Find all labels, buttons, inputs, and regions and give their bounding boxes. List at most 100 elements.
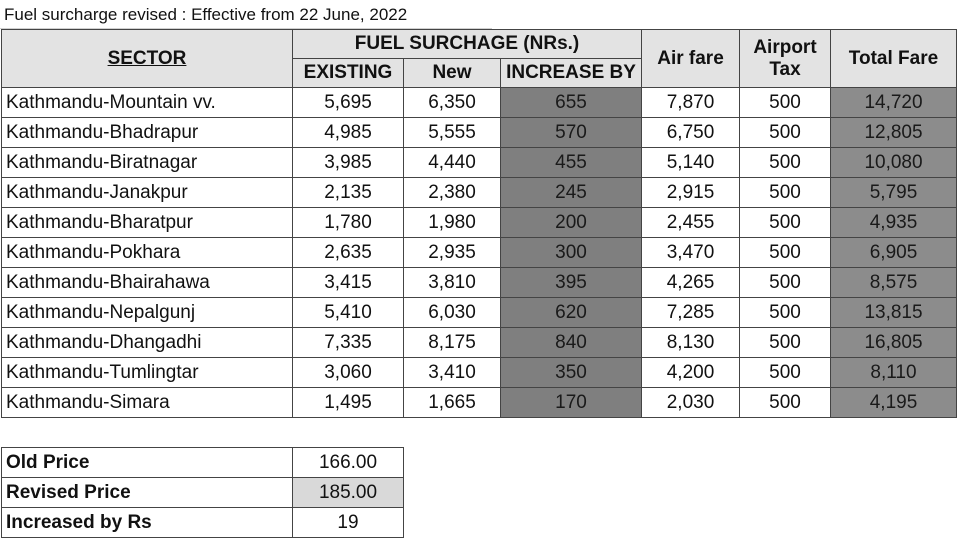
table-row: Kathmandu-Biratnagar 3,985 4,440 455 5,140 50… — [1, 147, 957, 178]
cell-new: 8,175 — [403, 327, 501, 358]
table-row: Kathmandu-Bhadrapur 4,985 5,555 570 6,750 500… — [1, 117, 957, 148]
cell-new: 1,665 — [403, 387, 501, 418]
cell-airport-tax: 500 — [739, 357, 831, 388]
cell-increase: 200 — [500, 207, 642, 238]
summary-value: 19 — [292, 507, 404, 538]
cell-existing: 7,335 — [292, 327, 404, 358]
cell-new: 4,440 — [403, 147, 501, 178]
cell-sector: Kathmandu-Mountain vv. — [1, 87, 293, 118]
cell-airport-tax: 500 — [739, 147, 831, 178]
header-airport-tax: Airport Tax — [739, 29, 831, 88]
cell-sector: Kathmandu-Bhadrapur — [1, 117, 293, 148]
cell-sector: Kathmandu-Dhangadhi — [1, 327, 293, 358]
cell-air-fare: 2,030 — [641, 387, 740, 418]
cell-airport-tax: 500 — [739, 297, 831, 328]
cell-air-fare: 5,140 — [641, 147, 740, 178]
header-sector: SECTOR — [1, 29, 293, 88]
cell-air-fare: 4,265 — [641, 267, 740, 298]
summary-value: 185.00 — [292, 477, 404, 508]
summary-row: Old Price 166.00 — [1, 447, 404, 478]
cell-total-fare: 10,080 — [830, 147, 957, 178]
cell-sector: Kathmandu-Pokhara — [1, 237, 293, 268]
summary-row: Revised Price 185.00 — [1, 477, 404, 508]
cell-increase: 620 — [500, 297, 642, 328]
cell-existing: 1,495 — [292, 387, 404, 418]
table-row: Kathmandu-Pokhara 2,635 2,935 300 3,470 500 6,… — [1, 237, 957, 268]
cell-new: 6,030 — [403, 297, 501, 328]
cell-airport-tax: 500 — [739, 177, 831, 208]
summary-label: Increased by Rs — [1, 507, 293, 538]
header-air-fare: Air fare — [641, 29, 740, 88]
cell-total-fare: 8,110 — [830, 357, 957, 388]
cell-increase: 840 — [500, 327, 642, 358]
cell-increase: 350 — [500, 357, 642, 388]
cell-increase: 570 — [500, 117, 642, 148]
cell-total-fare: 12,805 — [830, 117, 957, 148]
cell-increase: 170 — [500, 387, 642, 418]
cell-air-fare: 7,870 — [641, 87, 740, 118]
cell-new: 1,980 — [403, 207, 501, 238]
table-row: Kathmandu-Mountain vv. 5,695 6,350 655 7,870… — [1, 87, 957, 118]
table-row: Kathmandu-Dhangadhi 7,335 8,175 840 8,130 500… — [1, 327, 957, 358]
cell-increase: 395 — [500, 267, 642, 298]
cell-airport-tax: 500 — [739, 387, 831, 418]
fare-table-body: Kathmandu-Mountain vv. 5,695 6,350 655 7,870… — [1, 87, 957, 418]
cell-existing: 2,135 — [292, 177, 404, 208]
table-row: Kathmandu-Simara 1,495 1,665 170 2,030 500 4,1… — [1, 387, 957, 418]
header-airport-tax-line1: Airport — [753, 36, 817, 58]
cell-existing: 2,635 — [292, 237, 404, 268]
table-row: Kathmandu-Bharatpur 1,780 1,980 200 2,455 500… — [1, 207, 957, 238]
cell-total-fare: 4,195 — [830, 387, 957, 418]
cell-existing: 1,780 — [292, 207, 404, 238]
price-summary-table: Old Price 166.00 Revised Price 185.00 Increa… — [1, 447, 404, 538]
header-total-fare: Total Fare — [830, 29, 957, 88]
fare-table: SECTOR FUEL SURCHAGE (NRs.) Air fare Air… — [1, 29, 957, 418]
cell-total-fare: 16,805 — [830, 327, 957, 358]
cell-total-fare: 6,905 — [830, 237, 957, 268]
cell-new: 5,555 — [403, 117, 501, 148]
cell-new: 2,935 — [403, 237, 501, 268]
cell-total-fare: 8,575 — [830, 267, 957, 298]
summary-label: Old Price — [1, 447, 293, 478]
price-summary-body: Old Price 166.00 Revised Price 185.00 Increa… — [1, 447, 404, 538]
cell-sector: Kathmandu-Janakpur — [1, 177, 293, 208]
cell-airport-tax: 500 — [739, 207, 831, 238]
header-airport-tax-line2: Tax — [769, 58, 801, 80]
sheet-caption: Fuel surcharge revised : Effective from … — [4, 5, 408, 24]
table-row: Kathmandu-Nepalgunj 5,410 6,030 620 7,285 500… — [1, 297, 957, 328]
cell-airport-tax: 500 — [739, 117, 831, 148]
cell-increase: 300 — [500, 237, 642, 268]
cell-air-fare: 8,130 — [641, 327, 740, 358]
cell-existing: 3,060 — [292, 357, 404, 388]
cell-air-fare: 2,915 — [641, 177, 740, 208]
cell-air-fare: 7,285 — [641, 297, 740, 328]
cell-sector: Kathmandu-Biratnagar — [1, 147, 293, 178]
cell-air-fare: 4,200 — [641, 357, 740, 388]
cell-increase: 245 — [500, 177, 642, 208]
cell-sector: Kathmandu-Simara — [1, 387, 293, 418]
table-row: Kathmandu-Tumlingtar 3,060 3,410 350 4,200 50… — [1, 357, 957, 388]
header-new: New — [403, 58, 501, 88]
cell-existing: 3,415 — [292, 267, 404, 298]
cell-sector: Kathmandu-Nepalgunj — [1, 297, 293, 328]
cell-existing: 4,985 — [292, 117, 404, 148]
summary-value: 166.00 — [292, 447, 404, 478]
summary-label: Revised Price — [1, 477, 293, 508]
cell-air-fare: 2,455 — [641, 207, 740, 238]
cell-air-fare: 6,750 — [641, 117, 740, 148]
cell-airport-tax: 500 — [739, 237, 831, 268]
table-row: Kathmandu-Bhairahawa 3,415 3,810 395 4,265 50… — [1, 267, 957, 298]
cell-air-fare: 3,470 — [641, 237, 740, 268]
table-row: Kathmandu-Janakpur 2,135 2,380 245 2,915 500 5… — [1, 177, 957, 208]
cell-sector: Kathmandu-Bhairahawa — [1, 267, 293, 298]
cell-total-fare: 4,935 — [830, 207, 957, 238]
cell-sector: Kathmandu-Bharatpur — [1, 207, 293, 238]
cell-increase: 455 — [500, 147, 642, 178]
summary-row: Increased by Rs 19 — [1, 507, 404, 538]
header-increase-by: INCREASE BY — [500, 58, 642, 88]
caption-divider — [0, 28, 492, 29]
cell-airport-tax: 500 — [739, 267, 831, 298]
cell-increase: 655 — [500, 87, 642, 118]
header-fuel-surcharge: FUEL SURCHAGE (NRs.) — [292, 29, 642, 59]
cell-existing: 5,410 — [292, 297, 404, 328]
